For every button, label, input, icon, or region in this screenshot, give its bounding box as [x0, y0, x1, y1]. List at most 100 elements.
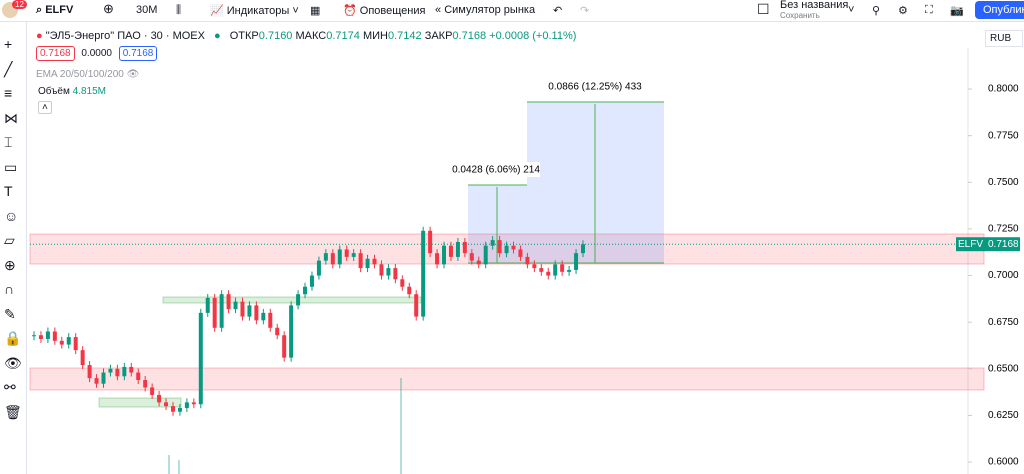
candle [316, 260, 321, 276]
replay[interactable]: « Симулятор рынка [435, 4, 536, 16]
volume: Объём 4.815M [38, 86, 106, 97]
y-tick-label: 0.7750 [988, 130, 1019, 141]
candle [296, 294, 301, 306]
ohlc-value: 0.7142 [387, 30, 422, 42]
candle [73, 337, 78, 351]
ask[interactable]: 0.7168 [118, 46, 158, 61]
price-label-symbol: ELFV [958, 239, 983, 250]
candle [414, 294, 419, 317]
bid-ask: 0.7168 0.0000 0.7168 [36, 46, 158, 61]
measure-box [468, 185, 527, 263]
templates[interactable]: ▦ [310, 5, 321, 17]
redo[interactable]: ↷ [580, 5, 590, 17]
screenshot[interactable]: 📷 [950, 5, 964, 17]
ohlc-label: МАКС [295, 30, 327, 42]
chart-type[interactable]: ⫼ [176, 4, 182, 16]
interval[interactable]: 30M [136, 4, 158, 16]
collapse[interactable]: ˄ [38, 101, 52, 114]
candle [323, 253, 328, 261]
candle [80, 350, 85, 366]
top-toolbar: 12 ⌕ ELFV ⊕ 30M ⫼ 📈 Индикаторы ˅ ▦ ⏰ Опо… [0, 0, 1024, 22]
ohlc-label: МИН [362, 30, 388, 42]
candle [143, 379, 148, 388]
layout-icon[interactable]: ☐ [757, 1, 770, 17]
status-dot: ● [214, 30, 221, 42]
ohlc-value: 0.7160 [258, 30, 293, 42]
candle [87, 365, 92, 379]
candle [157, 394, 162, 403]
ema: EMA 20/50/100/200 👁 [36, 69, 140, 80]
quick-search[interactable]: ⚲ [872, 5, 881, 17]
candle [504, 245, 509, 254]
publish[interactable]: Опубликовать [975, 1, 1024, 19]
candle [442, 245, 447, 265]
indicators[interactable]: 📈 Индикаторы ˅ [210, 5, 299, 17]
candle [379, 264, 384, 276]
candle [170, 406, 175, 412]
candle [372, 258, 377, 265]
symbol-search[interactable]: ⌕ ELFV [36, 4, 74, 16]
zone [29, 367, 985, 391]
measure-box [527, 102, 664, 263]
candle [177, 407, 182, 412]
candle [205, 297, 210, 313]
y-tick-label: 0.7250 [988, 224, 1019, 235]
candle [115, 368, 120, 377]
candle [261, 312, 266, 321]
fullscreen[interactable]: ⛶ [925, 4, 933, 16]
y-tick-label: 0.6500 [988, 363, 1019, 374]
candle [309, 275, 314, 287]
candle [164, 402, 169, 407]
y-tick-label: 0.6250 [988, 410, 1019, 421]
candle [407, 286, 412, 295]
candle [518, 249, 523, 257]
settings[interactable]: ⚙ [898, 5, 908, 17]
candle [553, 264, 558, 276]
candle [462, 241, 467, 254]
bid[interactable]: 0.7168 [36, 46, 75, 61]
y-tick-label: 0.6000 [988, 457, 1019, 468]
ohlc-value: 0.7168 [452, 30, 487, 42]
logo: ● [36, 30, 43, 42]
candle [226, 294, 231, 310]
candle [38, 335, 43, 339]
candle [365, 258, 370, 269]
candle [136, 372, 141, 380]
candle [330, 253, 335, 265]
undo[interactable]: ↶ [553, 5, 563, 17]
layout[interactable]: Без названия Сохранить [780, 0, 848, 21]
alerts[interactable]: ⏰ Оповещения [343, 5, 426, 17]
candle [101, 372, 106, 384]
candle [275, 327, 280, 336]
candle [240, 301, 245, 317]
currency[interactable]: RUB [985, 30, 1023, 47]
price-label-bg [956, 237, 1020, 252]
measure-label: 0.0428 (6.06%) 214 [452, 165, 540, 176]
layout-menu[interactable]: ˅ [848, 4, 855, 16]
candle [351, 253, 356, 257]
replay-label: Симулятор рынка [444, 4, 536, 16]
drawing-tools[interactable]: + ╱ ≡ ⋈ ⌶ ▭ T ☺ ▱ ⊕ ∩ ✎ 🔒 👁 ⚯ 🗑 [4, 36, 22, 420]
zone [162, 296, 422, 304]
spread: 0.0000 [81, 48, 112, 59]
candle [45, 331, 50, 339]
layout-name: Без названия [780, 0, 849, 11]
zone [98, 397, 182, 408]
ema-label: EMA 20/50/100/200 [36, 69, 124, 80]
candle [421, 230, 426, 317]
candle [358, 253, 363, 269]
legend-title: "ЭЛ5-Энерго" ПАО · 30 · MOEX [45, 30, 205, 42]
volume-bar [178, 460, 180, 474]
candle [525, 256, 530, 265]
candle [129, 366, 134, 373]
candle [428, 230, 433, 254]
candle [94, 378, 99, 384]
zone [29, 233, 985, 265]
candle [476, 260, 481, 265]
add-symbol[interactable]: ⊕ [103, 1, 114, 16]
volume-label: Объём [38, 86, 70, 97]
volume-bar [400, 378, 402, 474]
candle [191, 402, 196, 405]
candle [233, 301, 238, 310]
y-tick-label: 0.6750 [988, 317, 1019, 328]
